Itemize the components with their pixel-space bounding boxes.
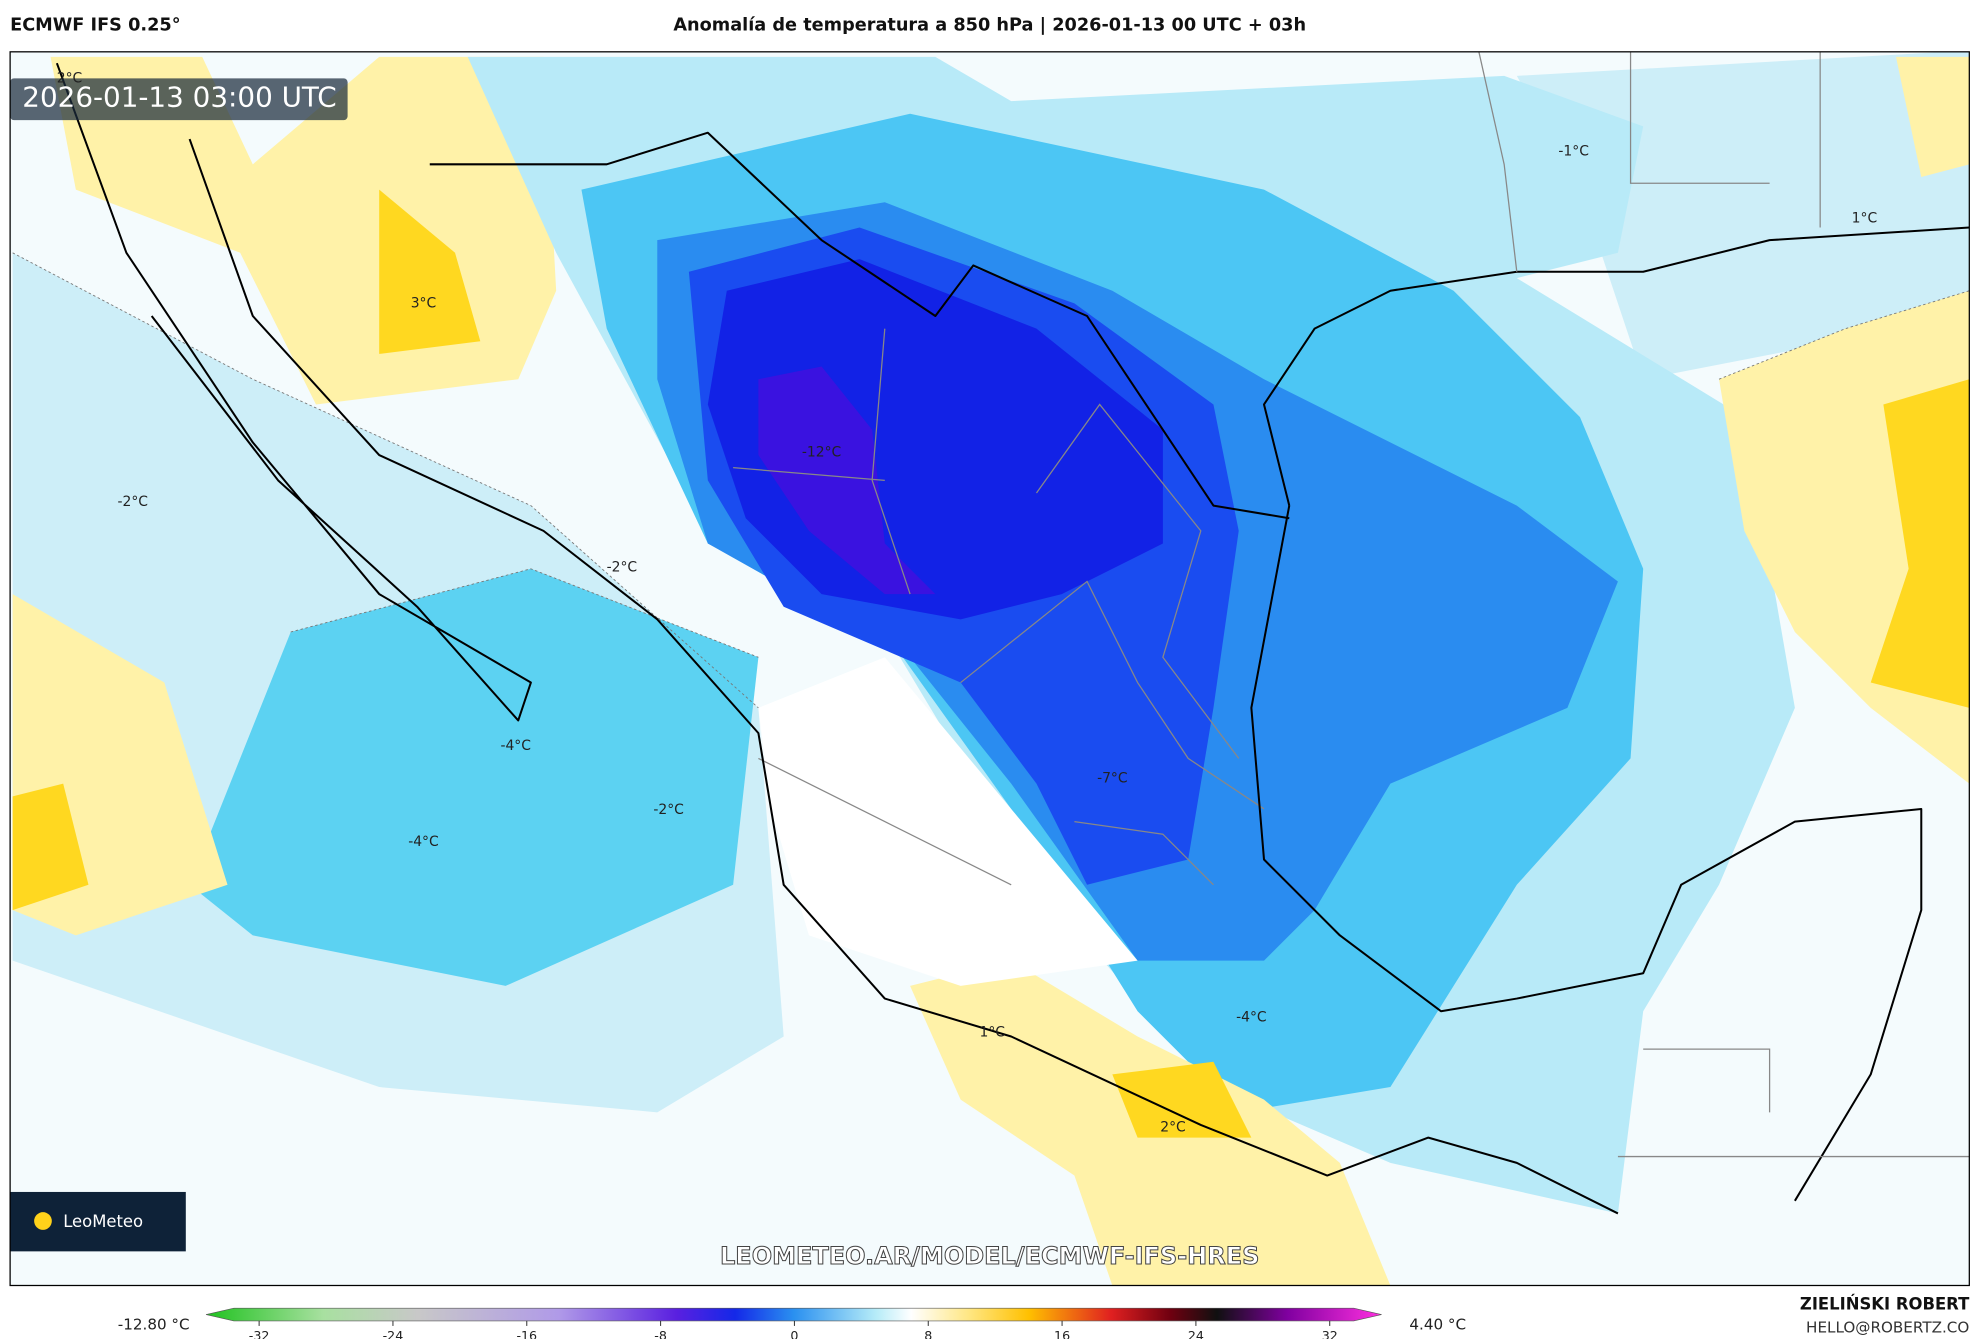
contour-label: -4°C (500, 738, 531, 754)
colorbar-tick-label: 32 (1322, 1328, 1338, 1339)
colorbar-tick-label: 0 (790, 1328, 798, 1339)
colorbar-tick-label: 16 (1054, 1328, 1070, 1339)
contour-label: -4°C (1236, 1010, 1267, 1026)
colorbar-tick-label: 8 (924, 1328, 932, 1339)
model-name: ECMWF IFS 0.25° (10, 15, 180, 35)
colorbar-ticks: -32 -24 -16 -8 0 8 16 24 32 (249, 1320, 1338, 1339)
contour-label: 3°C (411, 295, 436, 311)
contour-label: -2°C (653, 802, 684, 818)
contour-label: 1°C (1852, 211, 1877, 227)
colorbar-min: -12.80 °C (118, 1316, 190, 1334)
contour-label: -4°C (408, 834, 439, 850)
contour-label: 1°C (979, 1025, 1004, 1041)
watermark: LEOMETEO.AR/MODEL/ECMWF-IFS-HRES (720, 1242, 1259, 1270)
valid-time: 2026-01-13 03:00 UTC (22, 81, 336, 114)
contour-label: -12°C (802, 445, 841, 461)
map: 2026-01-13 03:00 UTC LeoMeteo LEOMETEO.A… (10, 51, 1970, 1286)
contour-label: -2°C (607, 560, 638, 576)
logo: LeoMeteo (63, 1212, 143, 1231)
contour-label: -1°C (1558, 144, 1589, 160)
colorbar-tick-label: -16 (516, 1328, 537, 1339)
colorbar-tick-label: -24 (383, 1328, 404, 1339)
colorbar-tick-label: -8 (654, 1328, 667, 1339)
title: Anomalía de temperatura a 850 hPa | 2026… (673, 15, 1306, 35)
contour-label: 2°C (57, 70, 82, 86)
colorbar-max: 4.40 °C (1409, 1316, 1466, 1334)
contour-label: -7°C (1097, 771, 1128, 787)
colorbar-tick-label: -32 (249, 1328, 270, 1339)
content: ECMWF IFS 0.25° Anomalía de temperatura … (9, 15, 1970, 1339)
contour-label: 2°C (1160, 1119, 1185, 1135)
contour-label: -2°C (117, 494, 148, 510)
contour-labels: 2°C 3°C -2°C -12°C -2°C -4°C -4°C -2°C -7°C -4°C 1… (57, 70, 1877, 1135)
colorbar-tick-label: 24 (1188, 1328, 1204, 1339)
credit-author: ZIELIŃSKI ROBERT (1800, 1295, 1970, 1314)
credit-email: HELLO@ROBERTZ.CO (1806, 1318, 1969, 1336)
